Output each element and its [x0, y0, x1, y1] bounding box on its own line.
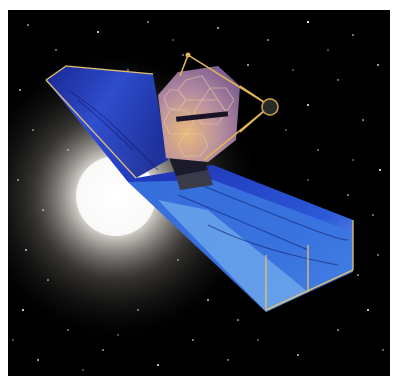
sunshield	[45, 65, 354, 312]
space-telescope-icon	[8, 10, 390, 376]
starfield	[12, 20, 384, 371]
telescope-scene	[8, 10, 390, 376]
secondary-mirror	[261, 98, 279, 116]
primary-mirror	[158, 66, 240, 162]
